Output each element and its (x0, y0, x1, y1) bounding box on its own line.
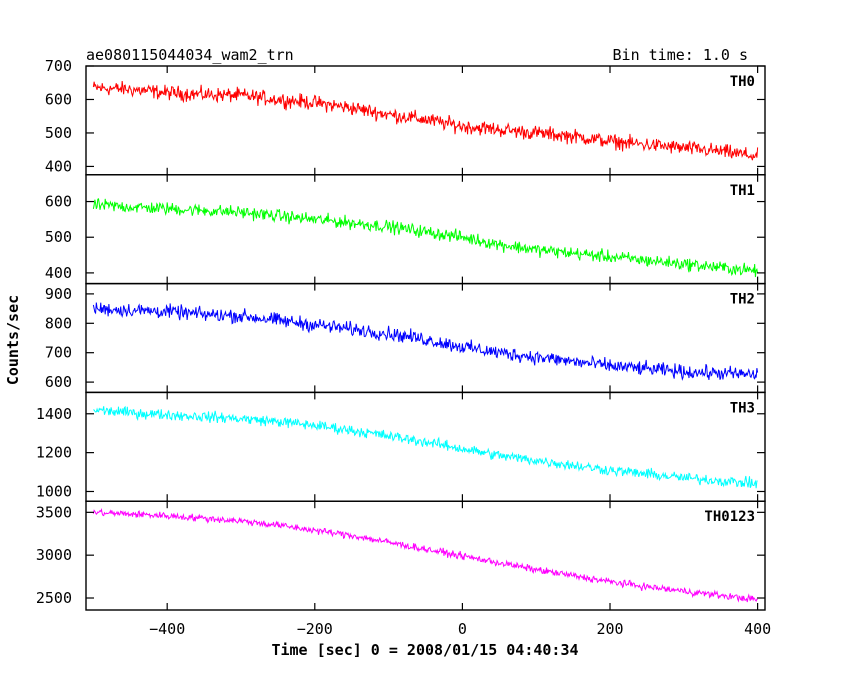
panel-frame (85, 174, 766, 285)
y-tick-label: 400 (45, 157, 72, 175)
series-label-th1: TH1 (730, 183, 755, 199)
panel-th0123: 2500 3000 3500 TH0123 (36, 500, 766, 611)
y-tick-label: 3500 (36, 503, 72, 521)
x-axis: −400 −200 0 200 400 (149, 620, 771, 638)
chart-subtitle: Bin time: 1.0 s (613, 46, 748, 64)
series-line-th1 (92, 198, 759, 278)
y-tick-label: 600 (45, 373, 72, 391)
y-tick-label: 500 (45, 228, 72, 246)
panels-group: 400 500 600 700 TH0 400 500 600 TH1 600 700 800 900 T… (36, 57, 766, 611)
y-tick-label: 2500 (36, 589, 72, 607)
y-tick-label: 900 (45, 285, 72, 303)
y-tick-label: 700 (45, 57, 72, 75)
x-tick-label: 0 (458, 620, 467, 638)
panel-frame (85, 500, 766, 611)
chart-title: ae080115044034_wam2_trn (86, 46, 294, 64)
panel-frame (85, 391, 766, 502)
x-tick-label: 400 (744, 620, 771, 638)
y-tick-label: 1000 (36, 482, 72, 500)
x-tick-label: 200 (596, 620, 623, 638)
panel-th2: 600 700 800 900 TH2 (45, 282, 766, 394)
y-tick-label: 1400 (36, 405, 72, 423)
panel-th0: 400 500 600 700 TH0 (45, 57, 766, 176)
y-tick-label: 400 (45, 264, 72, 282)
series-label-th0123: TH0123 (704, 509, 755, 525)
x-tick-label: −200 (297, 620, 333, 638)
series-label-th0: TH0 (730, 74, 755, 90)
y-axis-title: Counts/sec (4, 295, 22, 385)
panel-th3: 1000 1200 1400 TH3 (36, 391, 766, 502)
y-tick-label: 600 (45, 193, 72, 211)
series-line-th2 (92, 302, 759, 381)
y-tick-label: 600 (45, 90, 72, 108)
y-tick-label: 1200 (36, 444, 72, 462)
series-label-th2: TH2 (730, 292, 755, 308)
y-tick-label: 700 (45, 344, 72, 362)
y-tick-label: 500 (45, 124, 72, 142)
y-tick-label: 3000 (36, 546, 72, 564)
series-line-th0123 (92, 507, 758, 603)
series-label-th3: TH3 (730, 400, 755, 416)
x-axis-title: Time [sec] 0 = 2008/01/15 04:40:34 (271, 641, 578, 659)
x-tick-label: −400 (149, 620, 185, 638)
panel-frame (85, 282, 766, 394)
y-tick-label: 800 (45, 314, 72, 332)
series-line-th0 (92, 81, 759, 161)
panel-th1: 400 500 600 TH1 (45, 174, 766, 285)
series-line-th3 (93, 405, 758, 489)
